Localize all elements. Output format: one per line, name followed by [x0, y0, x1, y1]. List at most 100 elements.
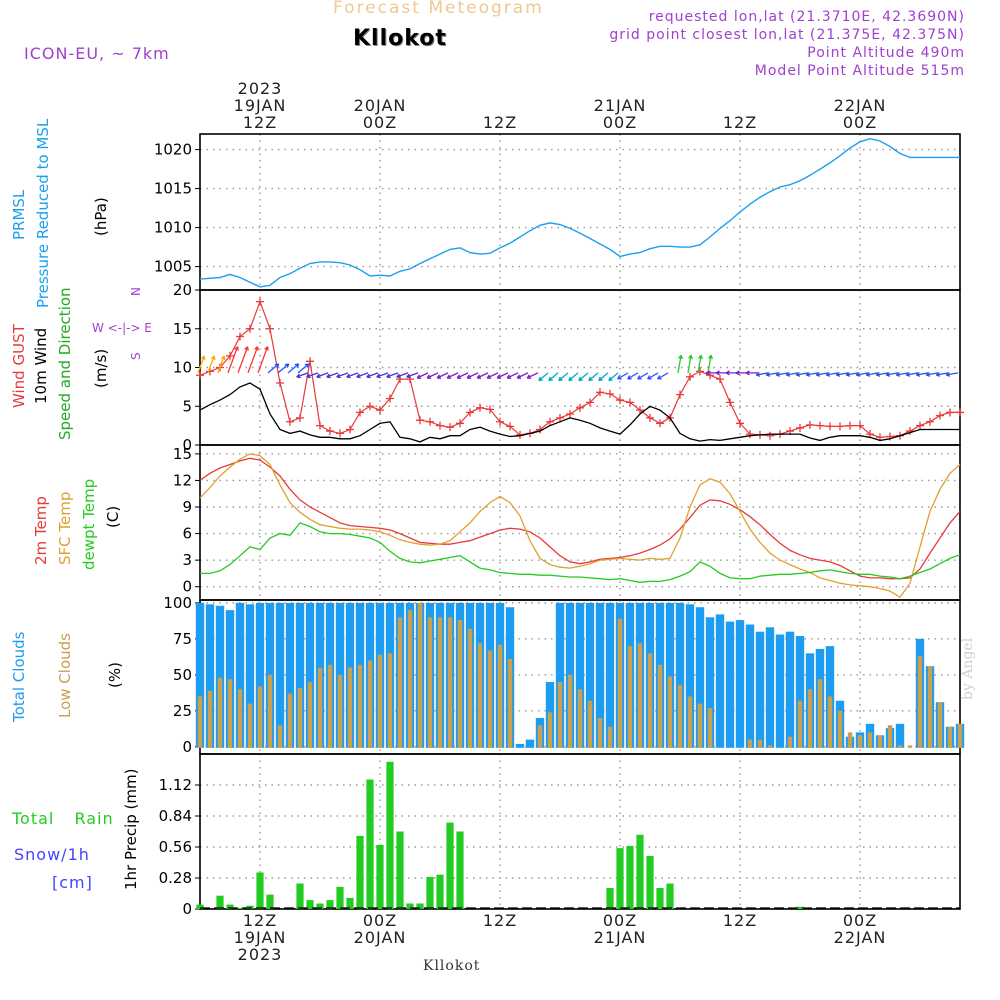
total-cloud-bar [795, 636, 805, 748]
low-cloud-bar [207, 690, 213, 748]
gust-marker [316, 421, 324, 430]
precip-labels: Total Rain Snow/1h [cm] 1hr Precip (mm) [11, 769, 140, 892]
y-tick-label: 1.12 [159, 776, 192, 794]
gust-marker [556, 413, 564, 422]
snow-unit-label: [cm] [52, 873, 93, 892]
rain-bar [446, 822, 454, 909]
total-cloud-bar [295, 602, 305, 748]
wind-arrow [356, 372, 369, 379]
total-cloud-bar [195, 602, 205, 748]
wind-arrow [558, 372, 569, 382]
wind-labels: Wind GUST 10m Wind Speed and Direction (m/s… [10, 287, 152, 440]
low-cloud-bar [957, 723, 963, 748]
gust-marker [486, 405, 494, 414]
total-cloud-bar [745, 624, 755, 748]
gust-marker [796, 423, 804, 432]
gust-marker [436, 421, 444, 430]
wind-arrow [905, 371, 919, 377]
total-cloud-bar [305, 602, 315, 748]
wind-arrow [925, 371, 939, 377]
wind-arrow [855, 371, 869, 377]
total-cloud-bar [685, 604, 695, 748]
gust-marker [286, 417, 294, 426]
wind-arrow [316, 372, 329, 379]
panel-frame [199, 753, 961, 910]
wind-direction-arrows [197, 346, 959, 382]
low-cloud-bar [747, 739, 753, 748]
low-cloud-bar [287, 693, 293, 748]
total-cloud-bar [255, 602, 265, 748]
gust-marker [366, 402, 374, 411]
low-cloud-bar [887, 725, 893, 748]
time-label: 2023 [238, 945, 283, 964]
low-cloud-bar [787, 736, 793, 748]
total-cloud-bar [285, 602, 295, 748]
wind-arrow [538, 372, 549, 382]
gust-marker [816, 421, 824, 430]
dewpoint-line [200, 522, 961, 583]
y-tick-label: 50 [173, 666, 192, 684]
low-cloud-bar [867, 732, 873, 748]
gust-marker [646, 413, 654, 422]
gust-marker [916, 421, 924, 430]
low-cloud-bar [587, 700, 593, 748]
gust-marker [956, 408, 964, 417]
low-cloud-bar [827, 696, 833, 748]
gust-marker [946, 408, 954, 417]
y-tick-label: 9 [182, 498, 192, 516]
gust-marker [606, 389, 614, 398]
wind-direction-label: Speed and Direction [56, 287, 74, 440]
rain-bar [256, 872, 264, 909]
y-tick-label: 15 [173, 320, 192, 338]
y-tick-label: 10 [173, 359, 192, 377]
low-cloud-bar [617, 618, 623, 748]
gust-marker [806, 420, 814, 429]
wind-arrow [306, 372, 319, 379]
low-cloud-bar [507, 659, 513, 748]
panel-wind: 0 5 10 15 20 [173, 281, 961, 454]
total-cloud-bar [725, 621, 735, 748]
wind-arrow [257, 346, 269, 374]
rain-bar [426, 876, 434, 909]
low-cloud-bar [757, 739, 763, 748]
low-cloud-bar [407, 610, 413, 748]
wind-speed-line [199, 382, 960, 443]
rain-bar [376, 844, 384, 909]
panel-frame [199, 289, 961, 446]
wind-arrow [598, 372, 609, 382]
time-label: 00Z [843, 113, 877, 132]
dewpoint-label: dewpt Temp [80, 479, 98, 570]
y-tick-label: 0.56 [159, 838, 192, 856]
wind-arrow [486, 372, 499, 379]
wind-arrow [815, 371, 829, 377]
gust-marker [506, 422, 514, 431]
wind-arrow [476, 372, 489, 379]
rain-bar [196, 904, 204, 909]
wind-arrow [466, 372, 479, 379]
total-cloud-bar [575, 602, 585, 748]
wind-arrow [516, 372, 529, 379]
total-clouds-label: Total Clouds [10, 631, 28, 723]
low-cloud-bar [797, 700, 803, 748]
y-tick-label: 0 [182, 578, 192, 596]
y-tick-label: 0 [182, 738, 192, 756]
gust-marker [496, 417, 504, 426]
y-tick-label: 75 [173, 630, 192, 648]
wind-arrow [287, 363, 300, 374]
low-cloud-bar [427, 617, 433, 748]
gust-marker [546, 417, 554, 426]
rain-bar [636, 834, 644, 909]
rain-bar [296, 883, 304, 909]
time-label: 21JAN [594, 928, 647, 947]
gust-marker [826, 422, 834, 431]
low-cloud-bar [897, 745, 903, 748]
total-cloud-bar [675, 602, 685, 748]
rain-bar [226, 904, 234, 909]
low-cloud-bar [267, 674, 273, 748]
time-label: 22JAN [834, 928, 887, 947]
gust-marker [256, 297, 264, 306]
total-cloud-bar [775, 634, 785, 748]
wind-arrow [217, 355, 226, 374]
y-tick-label: 0.84 [159, 807, 192, 825]
low-cloud-bar [667, 676, 673, 748]
